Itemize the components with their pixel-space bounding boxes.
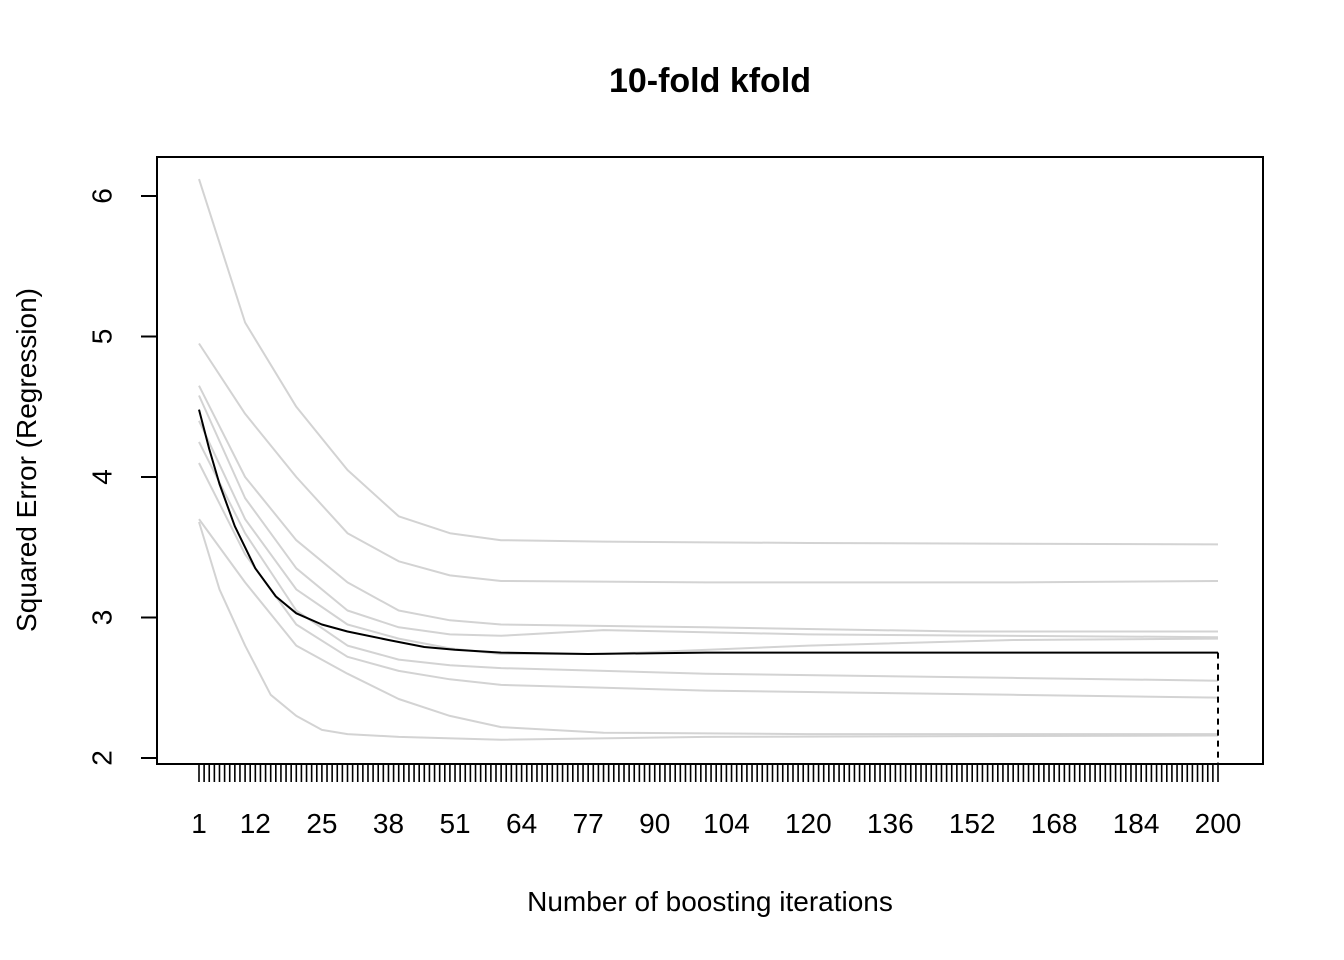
y-tick-label: 5 [87, 329, 118, 345]
y-axis-label: Squared Error (Regression) [11, 288, 42, 632]
fold-line-1 [198, 178, 1219, 546]
x-tick-label: 12 [240, 808, 271, 839]
x-tick-label: 200 [1195, 808, 1242, 839]
fold-line-9 [198, 521, 1219, 741]
x-tick-label: 64 [506, 808, 537, 839]
x-tick-label: 77 [573, 808, 604, 839]
x-tick-label: 168 [1031, 808, 1078, 839]
fold-line-5 [198, 420, 1219, 655]
chart-title: 10-fold kfold [609, 62, 811, 100]
x-axis: 1 12 25 38 51 64 77 90 104 120 136 152 168 184 200 [191, 763, 1242, 839]
x-tick-label: 136 [867, 808, 914, 839]
fold-line-8 [198, 518, 1218, 736]
y-tick-label: 6 [87, 188, 118, 204]
fold-line-6 [198, 441, 1219, 682]
x-tick-label: 1 [191, 808, 207, 839]
y-tick-label: 2 [87, 750, 118, 766]
x-tick-label: 104 [703, 808, 750, 839]
plot-lines [198, 178, 1219, 764]
y-tick-label: 4 [87, 469, 118, 485]
x-tick-label: 120 [785, 808, 832, 839]
x-tick-label: 184 [1113, 808, 1160, 839]
x-tick-label: 25 [306, 808, 337, 839]
fold-line-4 [198, 395, 1219, 639]
y-tick-label: 3 [87, 610, 118, 626]
mean-line [198, 409, 1218, 655]
fold-line-2 [198, 342, 1219, 584]
x-tick-label: 38 [373, 808, 404, 839]
fold-line-3 [198, 385, 1218, 633]
x-tick-label: 90 [639, 808, 670, 839]
fold-line-7 [198, 462, 1219, 699]
x-tick-label: 51 [439, 808, 470, 839]
x-tick-label: 152 [949, 808, 996, 839]
y-axis: 2 3 4 5 6 [87, 188, 158, 766]
x-axis-label: Number of boosting iterations [527, 886, 893, 917]
